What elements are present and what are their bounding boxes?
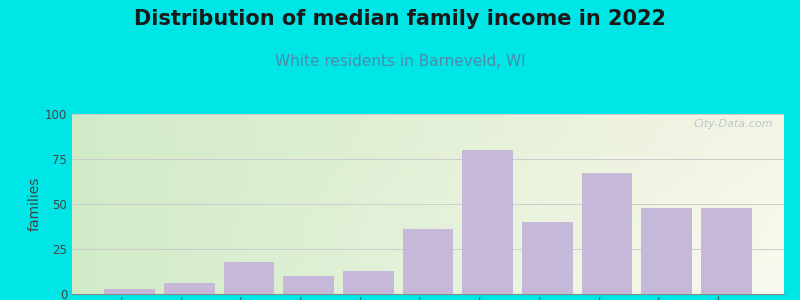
Text: Distribution of median family income in 2022: Distribution of median family income in … [134,9,666,29]
Text: City-Data.com: City-Data.com [694,119,774,129]
Bar [283,276,334,294]
Bar [164,283,214,294]
Bar [343,271,394,294]
Bar [582,173,632,294]
Bar [522,222,573,294]
Y-axis label: families: families [28,177,42,231]
Bar [462,150,513,294]
Bar [642,208,692,294]
Bar [402,229,454,294]
Text: White residents in Barneveld, WI: White residents in Barneveld, WI [274,54,526,69]
Bar [224,262,274,294]
Bar [104,289,155,294]
Bar [701,208,752,294]
